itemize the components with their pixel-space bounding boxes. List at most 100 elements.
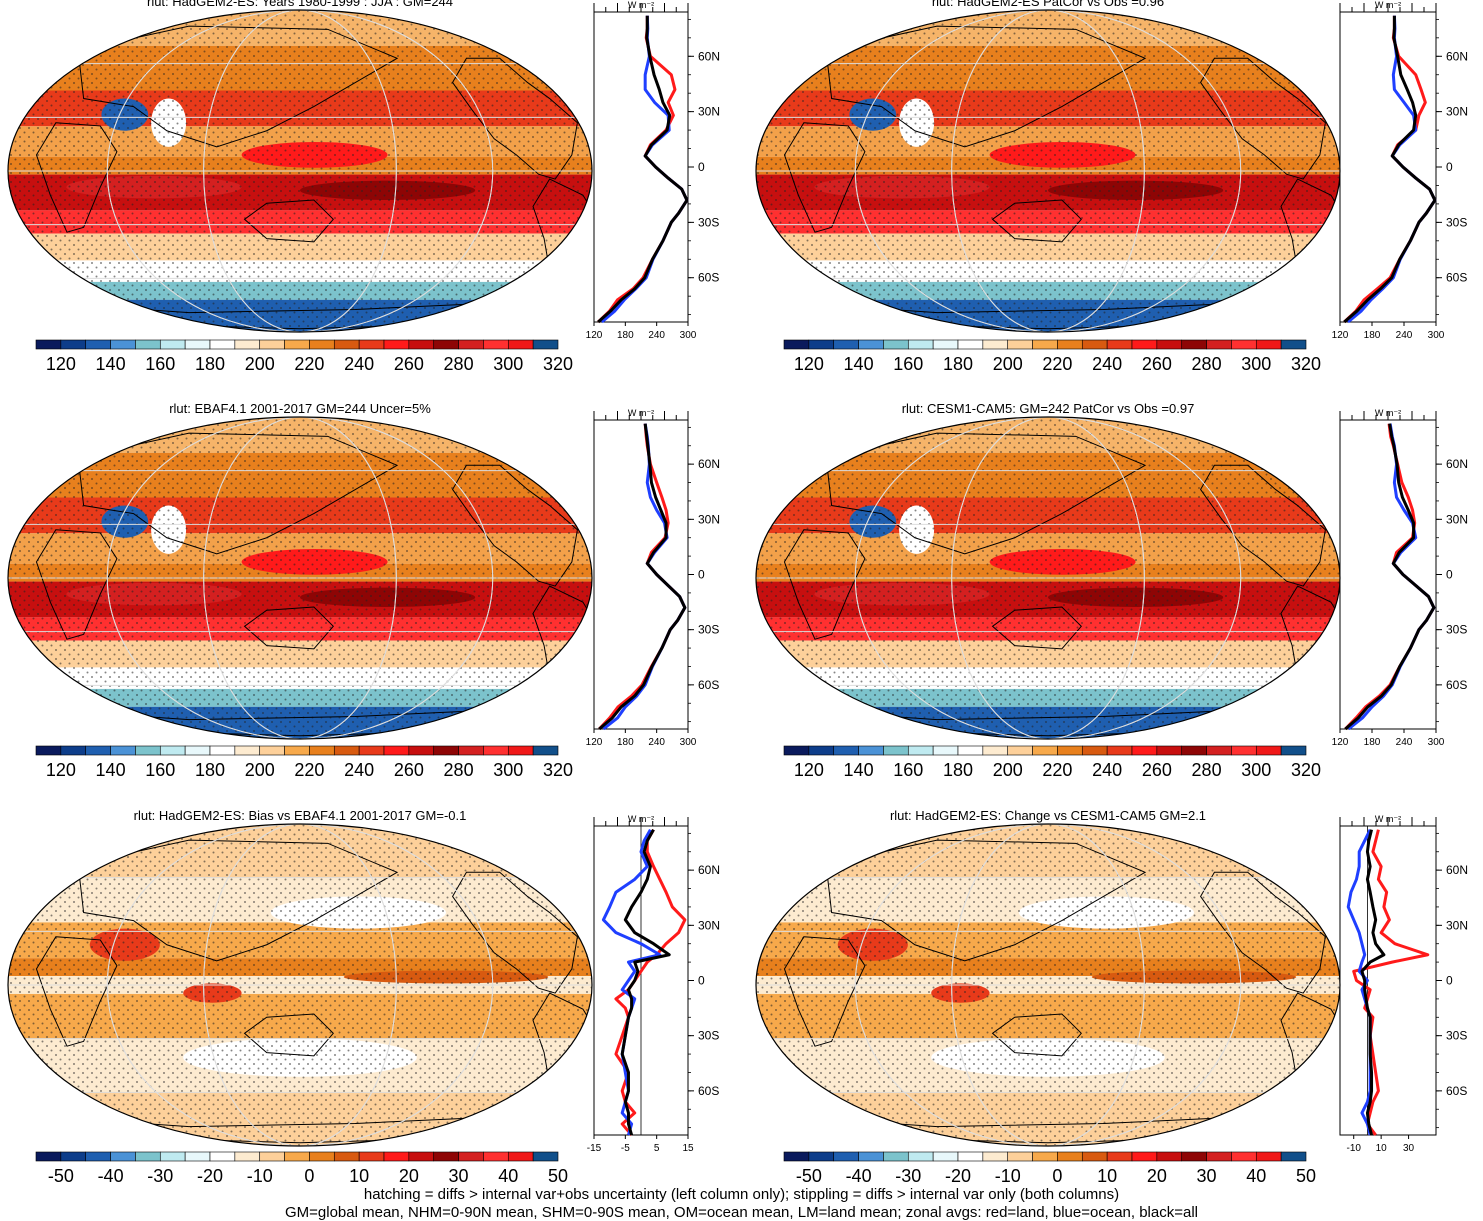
colorbar-box <box>159 745 186 756</box>
colorbar-tick-label: 160 <box>893 354 923 374</box>
x-tick-label: -10 <box>1346 1143 1361 1154</box>
colorbar-box <box>408 745 435 756</box>
continent-outline <box>991 606 1082 650</box>
colorbar-box <box>883 339 909 350</box>
continent-outline <box>35 529 118 640</box>
colorbar-tick-label: 200 <box>245 354 275 374</box>
x-tick-label: 120 <box>1332 737 1349 748</box>
continent-outline <box>825 25 1147 148</box>
footer-note-hatching: hatching = diffs > internal var+obs unce… <box>363 1186 1120 1203</box>
colorbar-box <box>1007 1151 1033 1162</box>
zonal-series-all <box>1343 15 1437 324</box>
graticule-lon <box>951 10 1145 332</box>
panel-title: rlut: HadGEM2-ES PatCor vs Obs =0.96 <box>932 0 1164 9</box>
colorbar-box <box>883 1151 909 1162</box>
graticule-lon <box>951 824 1145 1146</box>
colorbar-box <box>60 339 87 350</box>
colorbar-box <box>358 339 385 350</box>
colorbar-tick-label: 220 <box>294 760 324 780</box>
colorbar-box <box>85 745 111 756</box>
zonal-unit-label: W m⁻² <box>1375 814 1401 824</box>
colorbar-tick-label: 180 <box>943 760 973 780</box>
colorbar-box <box>209 339 236 350</box>
colorbar-tick-label: 320 <box>1291 354 1321 374</box>
colorbar-box <box>60 745 87 756</box>
y-tick-label: 60S <box>1446 271 1467 285</box>
colorbar-box <box>532 339 559 350</box>
graticule-lon <box>951 417 1145 739</box>
zonal-axes-frame <box>593 11 689 323</box>
colorbar-box <box>1106 1151 1133 1162</box>
colorbar-tick-label: 240 <box>344 760 374 780</box>
colorbar-box <box>907 745 934 756</box>
colorbar-box <box>1231 745 1257 756</box>
colorbar-box <box>982 745 1009 756</box>
zonal-series-all <box>620 828 671 1136</box>
colorbar-box <box>1206 745 1232 756</box>
zonal-mean-plot-5: W m⁻² -15 -5 5 15 60N 30N 0 30S 60S <box>587 814 720 1154</box>
colorbar-box <box>532 1151 559 1162</box>
colorbar-box <box>833 1151 859 1162</box>
colorbar-tick-label: 220 <box>1042 354 1072 374</box>
colorbar-box <box>184 1151 211 1162</box>
colorbar-box <box>1156 1151 1183 1162</box>
colorbar-box <box>458 1151 484 1162</box>
colorbar-box <box>808 745 835 756</box>
continent-outline <box>243 1013 334 1057</box>
colorbar-tick-label: 280 <box>444 354 474 374</box>
colorbar-box <box>110 339 136 350</box>
colorbar-box <box>234 745 261 756</box>
colorbar-box <box>1032 339 1058 350</box>
colorbar-box <box>1057 339 1083 350</box>
colorbar-box <box>234 339 261 350</box>
x-tick-label: 180 <box>617 737 634 748</box>
colorbar-box <box>1057 745 1083 756</box>
zonal-unit-label: W m⁻² <box>628 814 654 824</box>
continent-outline <box>35 936 118 1047</box>
colorbar-box <box>309 339 335 350</box>
colorbar-box <box>234 1151 261 1162</box>
colorbar-box <box>383 1151 410 1162</box>
continent-outline <box>243 199 334 243</box>
colorbar-tick-label: 40 <box>1246 1166 1266 1186</box>
y-tick-label: 0 <box>698 974 705 988</box>
colorbar-tick-label: -10 <box>247 1166 273 1186</box>
colorbar-tick-label: 140 <box>96 354 126 374</box>
colorbar-box <box>259 1151 285 1162</box>
colorbar-box <box>159 1151 186 1162</box>
y-tick-label: 60N <box>1446 457 1468 471</box>
y-tick-label: 60S <box>698 1084 719 1098</box>
graticule-lon <box>854 824 1242 1146</box>
x-tick-label: 180 <box>1364 737 1381 748</box>
map-panel-5: rlut: HadGEM2-ES: Bias vs EBAF4.1 2001-2… <box>7 808 593 1147</box>
colorbar-box <box>383 745 410 756</box>
colorbar-tick-label: 10 <box>1097 1166 1117 1186</box>
colorbar-box <box>284 339 310 350</box>
colorbar-box <box>858 745 884 756</box>
continent-outline <box>243 606 334 650</box>
colorbar-box <box>858 339 884 350</box>
colorbar-tick-label: 300 <box>1241 760 1271 780</box>
colorbar-tick-label: 320 <box>543 760 573 780</box>
x-tick-label: 5 <box>654 1143 660 1154</box>
colorbar-box <box>333 745 360 756</box>
continent-outline <box>825 432 1147 555</box>
colorbar-tick-label: 0 <box>1052 1166 1062 1186</box>
colorbar-box <box>85 1151 111 1162</box>
y-tick-label: 60S <box>1446 678 1467 692</box>
colorbar-box <box>209 1151 236 1162</box>
y-tick-label: 30S <box>1446 1029 1467 1043</box>
colorbar-box <box>1280 1151 1307 1162</box>
colorbar-box <box>507 745 534 756</box>
graticule-lon <box>203 10 397 332</box>
colorbar-box <box>783 1151 810 1162</box>
colorbar-box <box>1081 1151 1108 1162</box>
colorbar-tick-label: 140 <box>96 760 126 780</box>
x-tick-label: 180 <box>1364 330 1381 341</box>
colorbar-tick-label: 50 <box>548 1166 568 1186</box>
colorbar-tick-label: 260 <box>1142 354 1172 374</box>
colorbar-box <box>35 1151 62 1162</box>
y-tick-label: 30N <box>698 918 720 932</box>
x-tick-label: 300 <box>680 330 697 341</box>
zonal-mean-plot-3: W m⁻² 120 180 240 300 60N 30N 0 30S 60S <box>586 408 720 748</box>
